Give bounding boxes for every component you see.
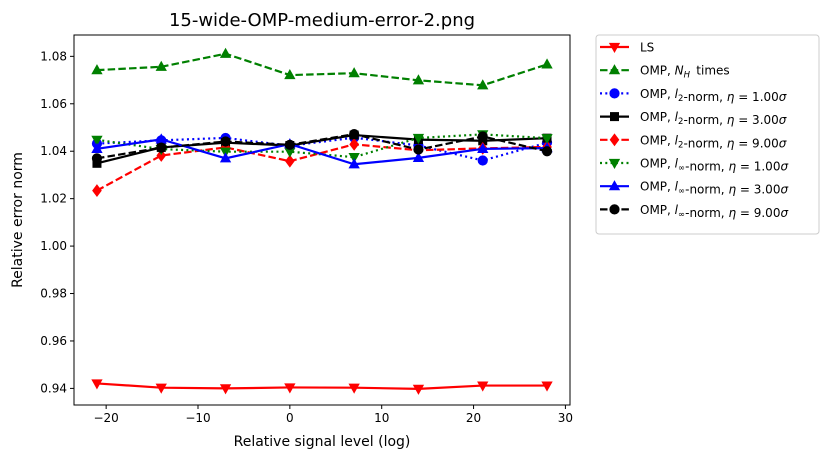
data-point [349, 129, 360, 140]
y-tick-label: 1.00 [40, 239, 67, 253]
series-line [96, 136, 548, 162]
data-point [220, 136, 231, 147]
series-8 [91, 129, 553, 164]
data-point [412, 74, 425, 85]
y-tick-label: 1.04 [40, 144, 67, 158]
y-tick-label: 0.98 [40, 287, 67, 301]
data-point [477, 381, 489, 392]
legend-label: OMP, NH times [640, 64, 730, 81]
x-tick-label: 0 [286, 411, 294, 425]
data-point [155, 383, 167, 394]
data-point [156, 149, 167, 162]
data-point [541, 381, 553, 392]
legend-marker [609, 204, 620, 215]
data-point [348, 158, 360, 169]
data-point [348, 153, 360, 164]
legend-box [595, 34, 820, 235]
y-tick-label: 1.08 [40, 49, 67, 63]
legend: LS OMP, NH times OMP, l2-norm, η = 1.00σ OM… [595, 34, 820, 235]
legend-item: LS [600, 41, 654, 55]
data-point [541, 146, 553, 157]
legend-label: OMP, l2-norm, η = 1.00σ [640, 87, 787, 104]
legend-marker [608, 180, 621, 191]
data-point [91, 142, 103, 153]
data-point [155, 60, 167, 71]
legend-marker [609, 88, 620, 99]
y-tick-label: 0.94 [40, 381, 67, 395]
legend-item: OMP, l∞-norm, η = 3.00σ [600, 180, 788, 197]
x-tick-label: 30 [558, 411, 573, 425]
data-point [348, 383, 360, 394]
legend-label: LS [640, 41, 654, 55]
legend-marker [608, 42, 621, 54]
legend-marker [609, 133, 620, 147]
legend-item: OMP, l2-norm, η = 9.00σ [600, 133, 787, 150]
legend-item: OMP, l2-norm, η = 1.00σ [600, 87, 787, 104]
y-tick-label: 1.06 [40, 97, 67, 111]
chart-title: 15-wide-OMP-medium-error-2.png [169, 10, 475, 31]
series-line [96, 133, 548, 159]
data-point [541, 134, 553, 145]
data-point [91, 153, 103, 164]
data-point [541, 58, 553, 69]
series-line [96, 382, 548, 390]
data-point [92, 184, 102, 198]
x-tick-label: 20 [466, 411, 481, 425]
data-point [412, 151, 425, 162]
x-tick-label: −20 [93, 411, 118, 425]
data-point [412, 384, 425, 395]
series-line [96, 138, 548, 166]
legend-marker [608, 64, 621, 75]
legend-label: OMP, l∞-norm, η = 9.00σ [640, 203, 788, 220]
series-1 [91, 379, 553, 395]
legend-marker [610, 112, 619, 122]
data-point [285, 154, 295, 168]
legend-label: OMP, l2-norm, η = 3.00σ [640, 110, 787, 127]
data-point [477, 155, 488, 166]
y-tick-label: 1.02 [40, 192, 67, 206]
legend-label: OMP, l∞-norm, η = 1.00σ [640, 157, 788, 174]
legend-item: OMP, NH times [600, 64, 730, 81]
series-line [96, 133, 548, 160]
legend-item: OMP, l∞-norm, η = 1.00σ [600, 157, 788, 174]
series-2 [91, 47, 553, 90]
x-axis-label: Relative signal level (log) [234, 434, 411, 450]
data-point [219, 47, 232, 58]
y-axis-label: Relative error norm [10, 152, 26, 288]
data-point [284, 69, 296, 80]
data-point [219, 384, 232, 395]
legend-label: OMP, l∞-norm, η = 3.00σ [640, 180, 788, 197]
legend-label: OMP, l2-norm, η = 9.00σ [640, 133, 787, 150]
plot-frame [73, 34, 571, 406]
y-axis: 0.94 0.96 0.98 1.00 1.02 1.04 1.06 1.08 [40, 49, 74, 395]
data-point [412, 133, 425, 144]
data-point [219, 152, 232, 163]
data-point [477, 79, 489, 90]
legend-item: OMP, l2-norm, η = 3.00σ [600, 110, 787, 127]
y-tick-label: 0.96 [40, 334, 67, 348]
x-tick-label: 10 [374, 411, 389, 425]
data-point [413, 144, 424, 155]
data-point [91, 64, 103, 75]
data-point [349, 137, 359, 151]
data-point [156, 142, 167, 153]
plot-area [91, 47, 553, 395]
data-point [91, 135, 103, 146]
x-axis: −20 −10 0 10 20 30 [93, 405, 573, 425]
data-point [477, 142, 489, 153]
legend-marker [608, 158, 621, 170]
data-point [284, 383, 296, 394]
series-line [96, 52, 548, 87]
data-point [348, 67, 360, 78]
series-line [96, 143, 548, 192]
data-point [284, 139, 295, 150]
data-point [91, 379, 103, 390]
legend-item: OMP, l∞-norm, η = 9.00σ [600, 203, 788, 220]
data-point [477, 131, 488, 142]
x-tick-label: −10 [185, 411, 210, 425]
